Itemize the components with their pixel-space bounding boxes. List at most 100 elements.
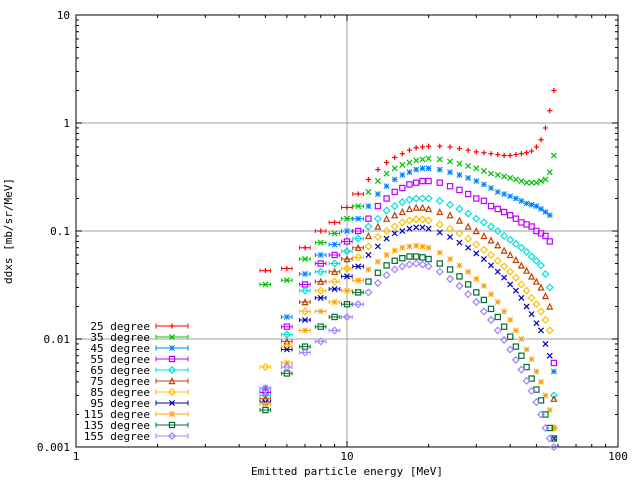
legend-entry: 115 degree: [84, 408, 189, 421]
error-bar: [299, 344, 311, 349]
data-point: [354, 253, 363, 262]
y-tick-label: 10: [57, 9, 70, 22]
error-bar: [280, 371, 293, 376]
error-bar: [299, 300, 311, 305]
data-point: [501, 152, 507, 159]
data-point: [473, 149, 479, 155]
data-point: [511, 273, 520, 282]
data-point: [542, 176, 549, 183]
data-point: [374, 258, 381, 265]
data-point: [494, 205, 501, 213]
data-point: [550, 359, 558, 367]
data-point: [542, 232, 549, 240]
error-bar: [259, 396, 272, 401]
data-point: [302, 271, 308, 277]
data-point: [446, 266, 454, 273]
data-point: [283, 314, 290, 320]
error-bar: [341, 239, 353, 244]
data-point: [511, 239, 520, 248]
data-point: [473, 178, 480, 185]
data-point: [517, 365, 526, 374]
data-point: [374, 243, 381, 250]
data-point: [419, 177, 426, 185]
data-point: [494, 299, 501, 305]
data-point: [455, 229, 464, 238]
legend-entry: 35 degree: [90, 331, 189, 344]
data-point: [456, 172, 463, 178]
error-bar: [341, 302, 353, 307]
series-75-degree: [259, 203, 558, 402]
data-point: [522, 286, 531, 295]
data-point: [546, 352, 553, 359]
data-point: [418, 215, 427, 224]
legend-marker: [169, 345, 175, 351]
data-point: [392, 154, 398, 161]
data-point: [383, 235, 390, 242]
data-point: [398, 198, 407, 207]
data-point: [355, 203, 362, 210]
data-point: [342, 247, 352, 256]
data-point: [317, 277, 325, 285]
data-point: [532, 300, 541, 309]
legend-label: 135 degree: [84, 419, 150, 432]
data-point: [546, 407, 553, 413]
error-bar: [314, 261, 327, 266]
data-point: [399, 254, 406, 262]
data-point: [517, 261, 525, 269]
data-point: [493, 326, 502, 335]
data-point: [447, 158, 454, 165]
data-point: [330, 259, 339, 268]
legend-label: 55 degree: [90, 353, 150, 366]
data-point: [512, 215, 520, 222]
data-point: [317, 323, 324, 330]
series-25-degree: [259, 87, 557, 274]
legend-label: 85 degree: [90, 386, 150, 399]
data-point: [284, 265, 290, 272]
data-point: [383, 252, 390, 258]
data-point: [354, 243, 362, 251]
data-point: [541, 292, 550, 300]
data-point: [518, 352, 525, 359]
data-point: [300, 348, 310, 357]
data-point: [343, 273, 351, 280]
legend-marker: [168, 399, 176, 407]
data-point: [398, 262, 407, 271]
data-point: [435, 267, 444, 276]
data-point: [546, 302, 554, 310]
data-point: [464, 209, 473, 218]
x-tick-label: 100: [608, 450, 628, 463]
data-point: [550, 394, 558, 402]
data-point: [536, 261, 546, 270]
data-point: [424, 262, 433, 271]
data-point: [374, 202, 382, 210]
data-point: [456, 239, 463, 246]
data-point: [406, 181, 413, 188]
data-point: [436, 156, 443, 163]
data-point: [413, 242, 420, 249]
data-point: [542, 340, 549, 347]
data-point: [364, 288, 373, 297]
error-bar: [352, 245, 364, 250]
data-point: [390, 202, 399, 211]
data-point: [495, 151, 501, 158]
data-point: [549, 423, 558, 433]
data-point: [480, 181, 487, 188]
data-point: [261, 394, 269, 402]
data-point: [390, 222, 399, 231]
data-point: [355, 277, 362, 284]
data-point: [528, 375, 535, 382]
data-point: [331, 267, 339, 275]
error-bar: [299, 282, 311, 287]
x-axis-title: Emitted particle energy [MeV]: [251, 465, 443, 478]
data-point: [391, 257, 398, 264]
data-point: [528, 356, 535, 363]
data-point: [283, 346, 290, 353]
data-point: [523, 346, 530, 353]
data-point: [261, 384, 270, 393]
data-point: [355, 227, 362, 235]
data-point: [507, 317, 514, 323]
data-point: [364, 242, 373, 251]
data-point: [488, 262, 495, 269]
data-point: [529, 148, 535, 154]
